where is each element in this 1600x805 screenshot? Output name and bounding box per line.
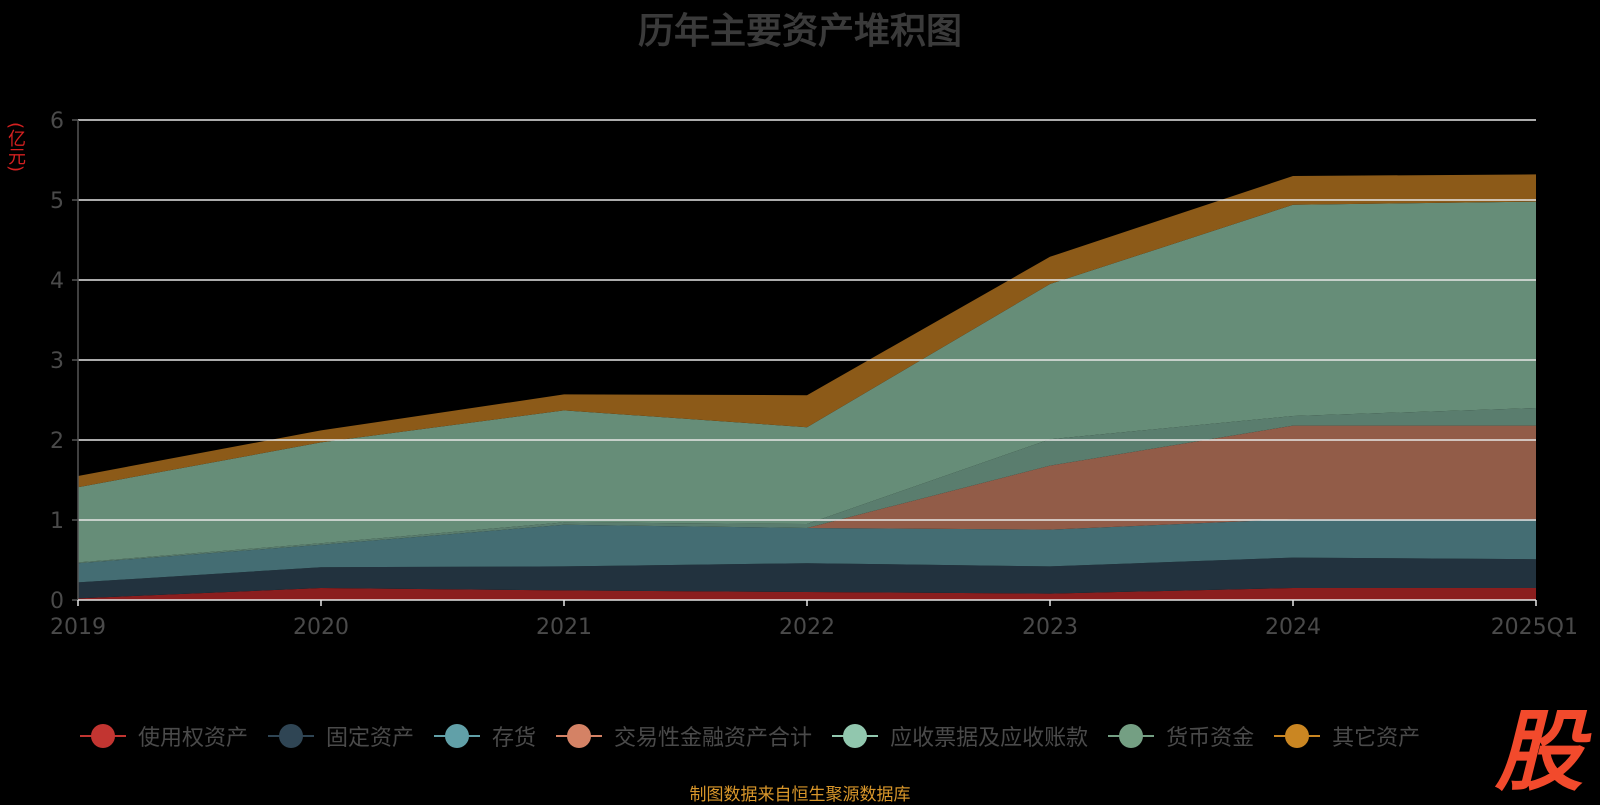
- y-tick-label: 6: [50, 109, 64, 134]
- legend-marker-dot: [567, 724, 592, 748]
- x-tick-label: 2024: [1265, 615, 1321, 640]
- legend-item[interactable]: 使用权资产: [80, 720, 248, 752]
- area-series-2: [78, 557, 1536, 599]
- y-tick-label: 1: [50, 509, 64, 534]
- x-tick-label: 2025Q1: [1491, 615, 1578, 640]
- legend-marker-icon: [832, 723, 879, 749]
- area-series-1: [78, 588, 1536, 600]
- legend-marker-dot: [843, 724, 868, 748]
- legend-item[interactable]: 其它资产: [1274, 720, 1420, 752]
- x-tick-label: 2021: [536, 615, 592, 640]
- x-tick-label: 2020: [293, 615, 349, 640]
- area-series-3: [78, 519, 1536, 583]
- legend-marker-icon: [556, 723, 603, 749]
- y-tick-label: 0: [50, 589, 64, 614]
- y-axis-unit-label: (亿元): [5, 122, 26, 173]
- legend-marker-icon: [1274, 723, 1321, 749]
- chart-legend: 使用权资产 固定资产 存货 交易性金融资产合计 应收票据及应收账款 货币资金 其它资产: [80, 718, 1500, 754]
- area-series-4: [78, 425, 1536, 564]
- legend-item[interactable]: 固定资产: [268, 720, 414, 752]
- legend-label: 交易性金融资产合计: [614, 726, 813, 751]
- legend-marker-icon: [434, 723, 481, 749]
- legend-marker-icon: [1108, 723, 1155, 749]
- legend-item[interactable]: 存货: [434, 720, 536, 752]
- legend-label: 应收票据及应收账款: [890, 726, 1089, 751]
- legend-marker-dot: [91, 724, 115, 748]
- legend-item[interactable]: 应收票据及应收账款: [832, 720, 1088, 752]
- area-series-6: [78, 201, 1536, 563]
- legend-item[interactable]: 交易性金融资产合计: [556, 720, 812, 752]
- y-tick-label: 2: [50, 429, 64, 454]
- legend-marker-icon: [268, 723, 315, 749]
- stock-logo-glyph: 股: [1494, 700, 1592, 794]
- stock-logo: 股: [1494, 700, 1592, 794]
- legend-label: 固定资产: [326, 726, 415, 751]
- x-tick-label: 2019: [50, 615, 106, 640]
- y-tick-label: 5: [50, 189, 64, 214]
- legend-marker-dot: [1285, 724, 1310, 748]
- legend-item[interactable]: 货币资金: [1108, 720, 1254, 752]
- legend-label: 使用权资产: [138, 726, 249, 751]
- x-tick-label: 2022: [779, 615, 835, 640]
- legend-label: 其它资产: [1332, 726, 1421, 751]
- area-series-5: [78, 408, 1536, 564]
- y-tick-label: 4: [50, 269, 64, 294]
- chart-title: 历年主要资产堆积图: [637, 11, 962, 52]
- legend-marker-dot: [1119, 724, 1144, 748]
- y-tick-label: 3: [50, 349, 64, 374]
- x-tick-label: 2023: [1022, 615, 1078, 640]
- legend-marker-dot: [445, 724, 470, 748]
- area-series-7: [78, 174, 1536, 488]
- legend-label: 存货: [492, 726, 537, 751]
- legend-label: 货币资金: [1166, 726, 1255, 751]
- legend-marker-icon: [80, 723, 126, 749]
- source-note: 制图数据来自恒生聚源数据库: [689, 785, 911, 805]
- legend-marker-dot: [279, 724, 304, 748]
